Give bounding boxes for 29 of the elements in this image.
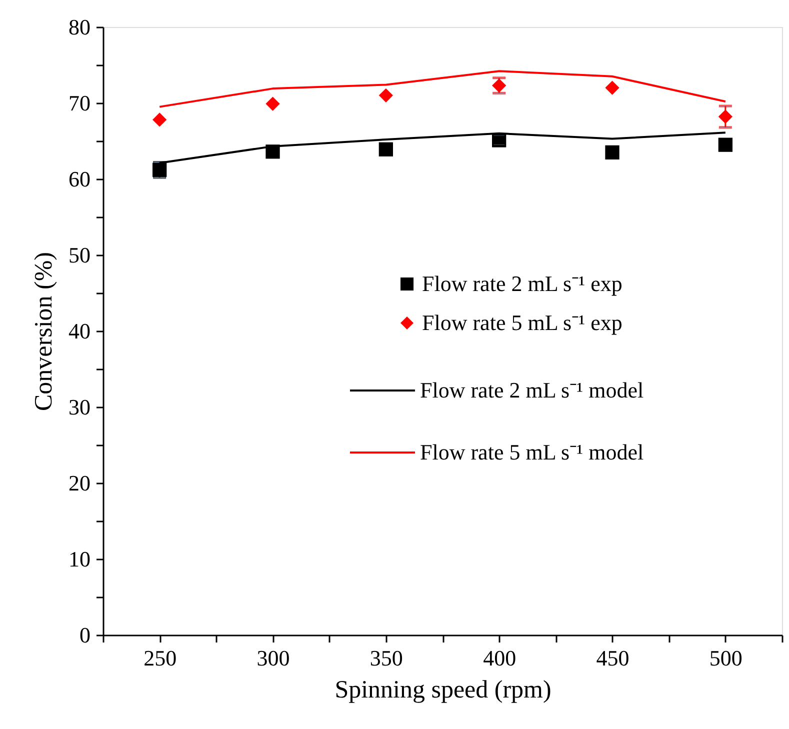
point [378, 142, 393, 156]
legend-label: Flow rate 2 mL s⁻¹ exp [422, 271, 622, 296]
point [266, 96, 280, 111]
y-tick-label: 50 [68, 242, 90, 268]
y-axis-title: Conversion (%) [30, 252, 58, 411]
point [378, 88, 393, 102]
x-tick-label: 250 [144, 646, 177, 670]
point [605, 145, 620, 160]
x-tick-label: 500 [709, 646, 742, 670]
point [152, 112, 167, 127]
y-tick-label: 20 [68, 470, 90, 496]
x-axis-title: Spinning speed (rpm) [334, 676, 552, 704]
y-tick-label: 70 [68, 90, 90, 116]
y-tick-label: 0 [80, 622, 90, 648]
legend-label: Flow rate 5 mL s⁻¹ exp [422, 310, 622, 335]
x-tick-label: 450 [596, 646, 630, 670]
line-series [158, 70, 726, 108]
y-tick-label: 40 [68, 318, 90, 344]
y-tick-label: 80 [68, 14, 90, 40]
y-tick-label: 10 [68, 546, 90, 572]
y-tick-label: 60 [68, 166, 90, 192]
y-tick-label: 30 [68, 394, 90, 420]
legend-label: Flow rate 2 mL s⁻¹ model [420, 378, 644, 402]
point [605, 80, 620, 95]
x-tick-label: 400 [483, 646, 516, 670]
x-tick-label: 350 [370, 646, 403, 670]
point [718, 138, 732, 152]
x-tick-label: 300 [256, 646, 290, 670]
legend-label: Flow rate 5 mL s⁻¹ model [420, 440, 644, 464]
